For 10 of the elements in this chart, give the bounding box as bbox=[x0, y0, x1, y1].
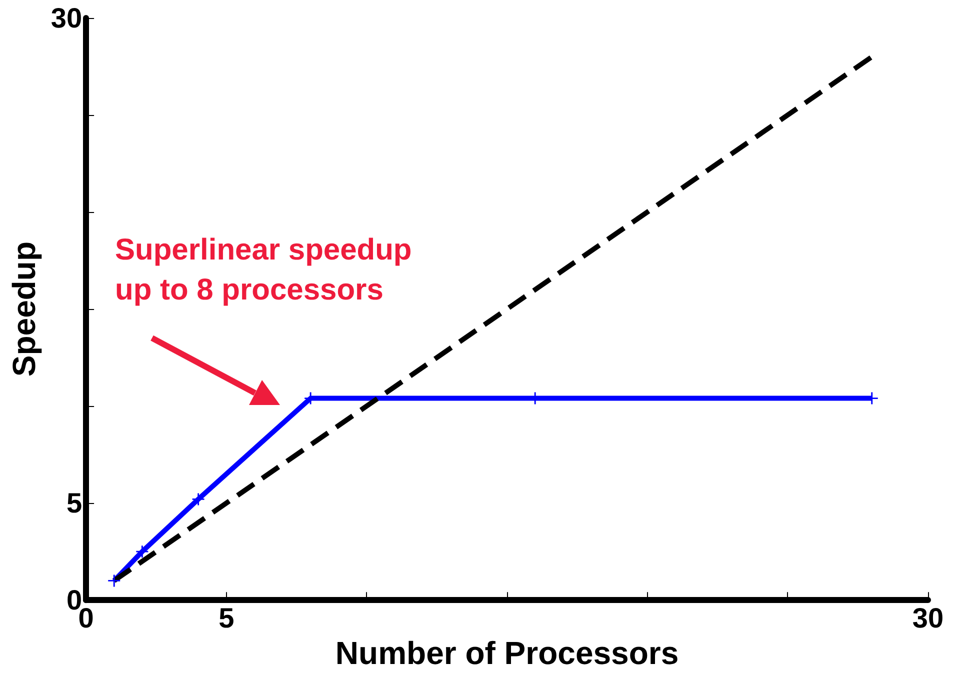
annotation: Superlinear speedup up to 8 processors bbox=[115, 234, 412, 306]
y-tick-label: 30 bbox=[50, 2, 82, 34]
x-tick-label: 30 bbox=[912, 602, 944, 634]
point bbox=[136, 546, 148, 558]
point bbox=[192, 493, 204, 506]
x-tick-label: 5 bbox=[218, 602, 234, 634]
point bbox=[108, 574, 120, 587]
y-tick-label: 5 bbox=[66, 488, 82, 519]
y-axis-title: Speedup bbox=[6, 241, 42, 377]
x-axis-title: Number of Processors bbox=[335, 635, 679, 671]
